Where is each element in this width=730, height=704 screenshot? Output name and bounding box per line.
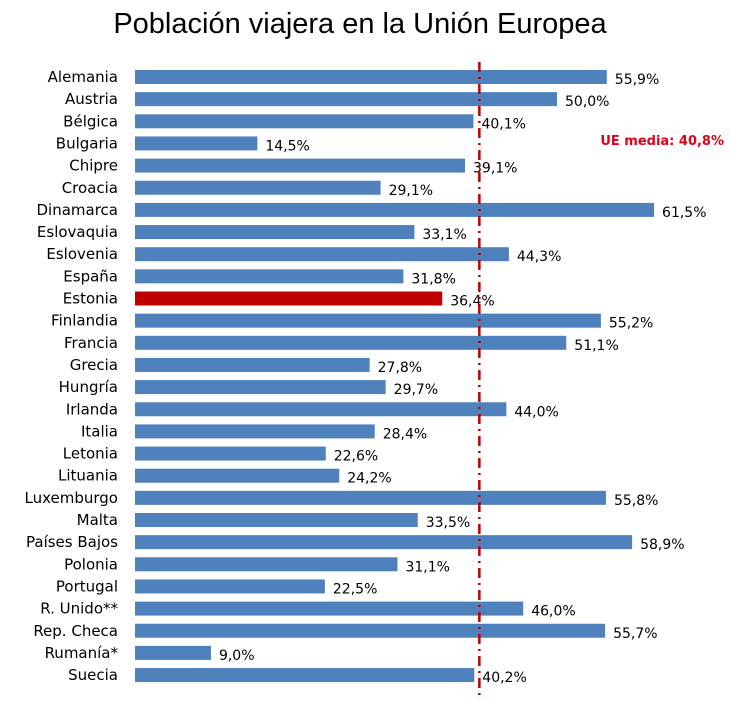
bar-bulgaria	[135, 136, 258, 151]
category-label: Grecia	[70, 356, 118, 374]
category-label: Estonia	[63, 290, 118, 308]
category-label: Austria	[65, 90, 118, 108]
bar-eslovenia	[135, 247, 509, 262]
data-label: 51,1%	[574, 338, 618, 354]
bar-luxemburgo	[135, 490, 606, 505]
category-label: Rep. Checa	[33, 622, 118, 640]
data-label: 29,7%	[394, 382, 438, 398]
data-label: 28,4%	[383, 426, 427, 442]
mean-reference-label: UE media: 40,8%	[600, 134, 724, 149]
data-label: 29,1%	[389, 183, 433, 199]
bar-hungría	[135, 380, 386, 395]
bar-finlandia	[135, 313, 601, 328]
category-label: Bélgica	[63, 112, 118, 130]
data-label: 44,3%	[517, 249, 561, 265]
data-label: 40,2%	[482, 670, 526, 686]
category-label: Malta	[77, 511, 118, 529]
category-label: Letonia	[63, 445, 118, 463]
bar-malta	[135, 513, 418, 527]
bar-suecia	[135, 668, 475, 683]
bar-españa	[135, 269, 404, 284]
category-label: Portugal	[56, 577, 118, 595]
category-label: Hungría	[59, 378, 118, 396]
category-label: Croacia	[62, 179, 118, 197]
bar-rumanía-	[135, 645, 211, 660]
category-label: Irlanda	[66, 400, 118, 418]
bar-croacia	[135, 180, 381, 195]
bar-irlanda	[135, 402, 507, 417]
category-label: Eslovaquia	[37, 223, 118, 241]
bar-letonia	[135, 446, 326, 461]
data-label: 46,0%	[531, 604, 575, 620]
data-label: 24,2%	[347, 471, 391, 487]
data-label: 55,9%	[615, 72, 659, 88]
data-label: 22,6%	[334, 449, 378, 465]
bar-dinamarca	[135, 202, 655, 217]
category-label: Rumanía*	[45, 644, 119, 662]
data-label: 55,8%	[614, 493, 658, 509]
category-label: Chipre	[69, 157, 118, 175]
category-label: R. Unido**	[40, 600, 118, 618]
data-label: 9,0%	[219, 648, 255, 664]
category-label: Alemania	[48, 68, 118, 86]
data-label: 55,7%	[613, 626, 657, 642]
bar-alemania	[135, 70, 607, 84]
data-label: 14,5%	[265, 138, 309, 154]
bar-r-unido-	[135, 601, 524, 616]
category-label: Países Bajos	[26, 533, 118, 551]
bar-austria	[135, 92, 557, 107]
data-label: 58,9%	[640, 537, 684, 553]
bar-países-bajos	[135, 535, 633, 550]
category-label: Lituania	[58, 467, 118, 485]
category-label: Luxemburgo	[25, 489, 119, 507]
data-label: 31,8%	[411, 271, 455, 287]
bar-francia	[135, 335, 567, 350]
category-label: Suecia	[68, 666, 118, 684]
data-label: 55,2%	[609, 316, 653, 332]
category-label: Polonia	[64, 555, 118, 573]
data-label: 27,8%	[378, 360, 422, 376]
chart-title: Población viajera en la Unión Europea	[113, 8, 607, 40]
data-label: 44,0%	[514, 404, 558, 420]
data-label: 22,5%	[333, 581, 377, 597]
data-label: 33,1%	[422, 227, 466, 243]
data-label: 33,5%	[426, 515, 470, 531]
category-label: España	[63, 267, 118, 285]
bar-estonia	[135, 291, 443, 306]
data-label: 31,1%	[405, 559, 449, 575]
category-label: Francia	[64, 334, 118, 352]
bar-italia	[135, 424, 375, 439]
category-label: Finlandia	[51, 312, 118, 330]
data-label: 36,4%	[450, 294, 494, 310]
category-label: Bulgaria	[56, 134, 118, 152]
bar-eslovaquia	[135, 225, 415, 240]
bar-bélgica	[135, 114, 474, 129]
data-label: 50,0%	[565, 94, 609, 110]
bar-lituania	[135, 468, 340, 483]
bar-rep-checa	[135, 623, 606, 638]
category-label: Dinamarca	[37, 201, 119, 219]
data-label: 39,1%	[473, 161, 517, 177]
category-label: Italia	[81, 422, 118, 440]
data-label: 40,1%	[481, 116, 525, 132]
bar-grecia	[135, 357, 370, 372]
bar-portugal	[135, 579, 325, 594]
bar-chipre	[135, 158, 466, 173]
category-label: Eslovenia	[46, 245, 118, 263]
bar-polonia	[135, 557, 398, 572]
data-label: 61,5%	[662, 205, 706, 221]
